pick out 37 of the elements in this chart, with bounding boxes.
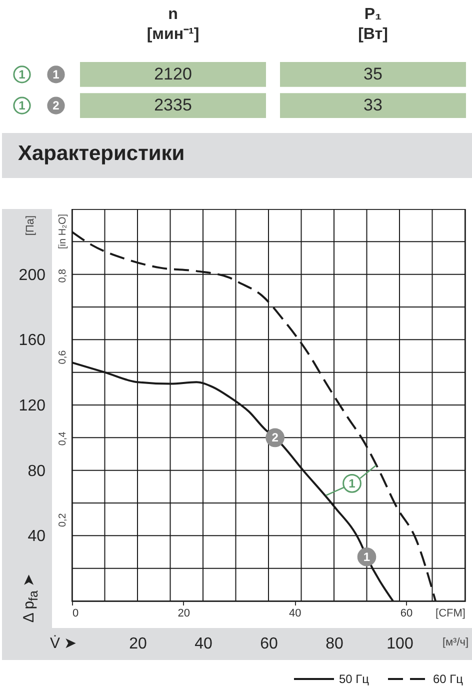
category-label: n [мин⁻¹] (146, 6, 200, 43)
category-label: P₁ [Вт] (358, 6, 388, 43)
y-tick-label: 40 (28, 528, 46, 546)
y2-tick-label: 0,4 (58, 431, 68, 446)
text: 1 1 (18, 67, 60, 82)
y2-axis-title: [in H₂O] (58, 214, 68, 249)
legend-label: 50 Гц (339, 672, 370, 686)
data-label: 2120 (154, 64, 192, 84)
chart-title: Характеристики (18, 142, 185, 166)
y2-tick-label: 0,8 (58, 268, 68, 283)
y-tick-label: 120 (18, 398, 46, 414)
y-axis-title: [Па] (24, 215, 36, 236)
y2-tick-label: 0,6 (58, 350, 68, 364)
x-tick-label: 100 (386, 636, 414, 652)
x2-tick-label: 0 (72, 608, 79, 620)
x-axis-title: [м³/ч] (442, 636, 469, 648)
annotation: 2 (272, 430, 279, 445)
data-label: 2335 (154, 96, 192, 115)
y-tick-label: 160 (18, 332, 46, 350)
x2-tick-label: 60 (400, 608, 413, 620)
x-tick-label: 60 (260, 636, 278, 652)
legend-label: 60 Гц (433, 672, 464, 686)
text: V̇ ➤ (50, 634, 78, 652)
x2-tick-label: 20 (178, 608, 190, 620)
x-tick-label: 80 (326, 636, 344, 652)
annotation: 1 (363, 550, 370, 564)
y2-tick-label: 0,2 (58, 512, 68, 528)
x2-tick-label: 40 (289, 608, 302, 620)
data-label: 33 (364, 96, 382, 115)
x-tick-label: 20 (129, 636, 147, 652)
x-tick-label: 40 (194, 636, 212, 652)
data-label: 35 (364, 64, 382, 84)
text: 1 2 (18, 98, 60, 113)
y-tick-label: 80 (28, 462, 46, 480)
y-tick-label: 200 (18, 266, 46, 284)
annotation: 1 (348, 476, 356, 490)
x2-axis-title: [CFM] (436, 608, 466, 620)
